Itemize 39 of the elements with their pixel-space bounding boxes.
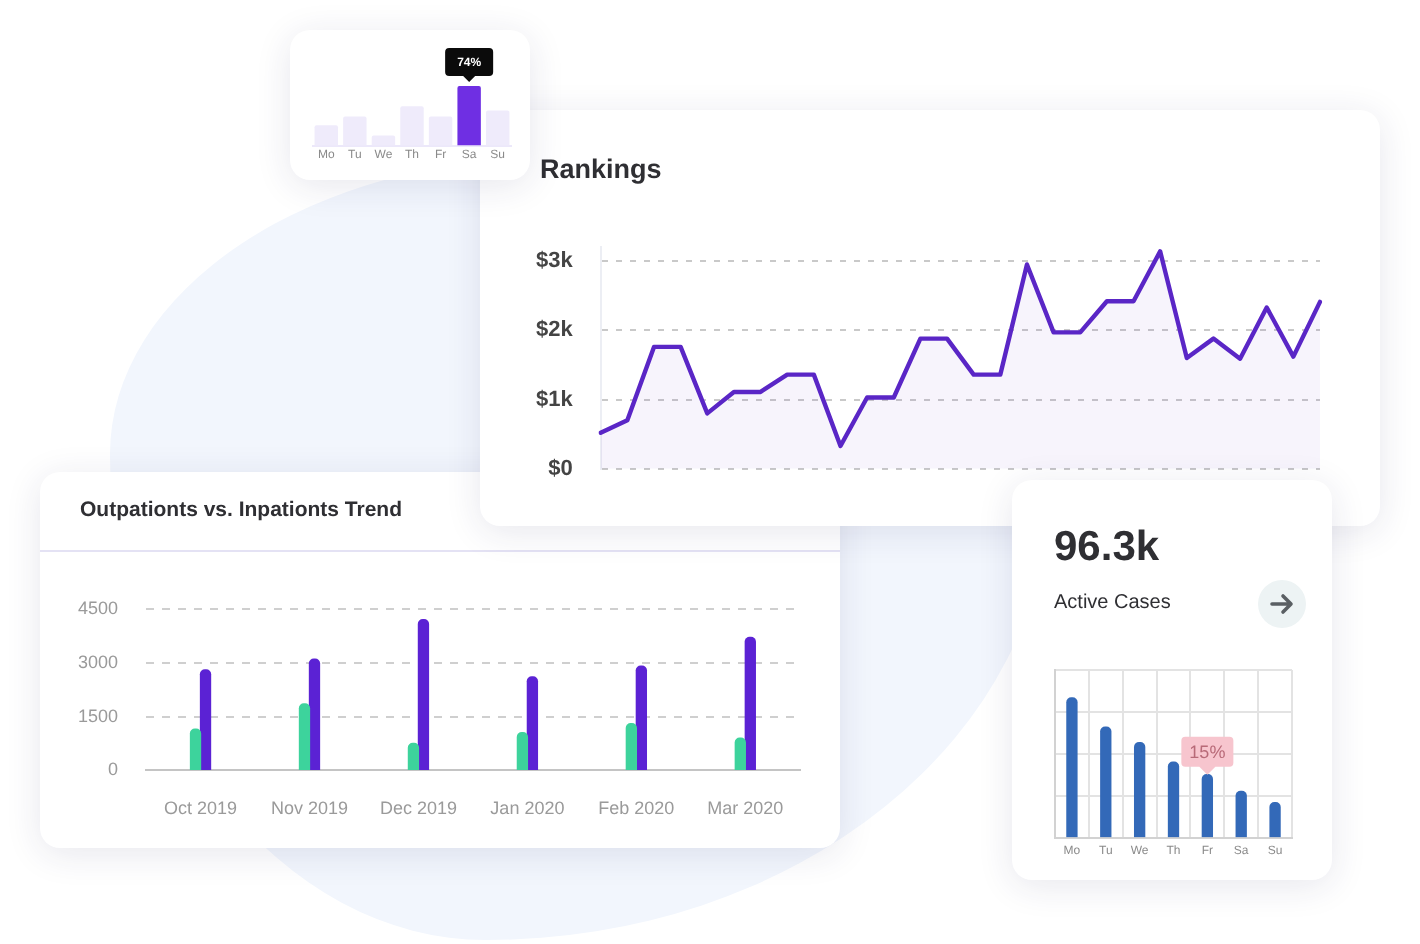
chart-subtitle: Active Cases [1054,592,1171,614]
bar [199,669,212,771]
bar [1066,697,1078,838]
chart-title: Outpationts vs. Inpationts Trend [80,498,403,522]
y-tick-label: $0 [548,456,573,481]
bar [298,703,311,771]
x-tick-label: Nov 2019 [270,798,349,819]
bar [1201,774,1214,838]
y-tick-label: 4500 [77,597,119,618]
y-tick-label: $2k [535,318,575,343]
x-tick-label: Feb 2020 [598,798,675,819]
bar [1133,741,1146,838]
bar [526,676,539,771]
bar [417,618,430,771]
y-tick-label: 0 [108,759,119,780]
bar [1167,761,1180,838]
annotation: 15% [1189,741,1226,762]
bar [1235,790,1247,838]
bar [189,728,202,771]
y-tick-label: 3000 [77,651,119,672]
bar [1269,802,1281,838]
bar [625,723,638,771]
x-tick-label: Dec 2019 [379,798,457,819]
bar [516,732,529,771]
y-tick-label: $1k [535,387,575,412]
bar [1100,726,1112,838]
bar [744,636,756,771]
bar [407,742,420,771]
chart-title: 96.3k [1054,524,1160,570]
x-tick-label: Mar 2020 [707,798,784,819]
x-tick-label: Jan 2020 [490,798,565,819]
bar [734,737,746,771]
bar [635,665,648,771]
chart-title: Rankings [540,154,662,184]
y-tick-label: $3k [535,249,575,274]
x-tick-label: Oct 2019 [163,798,238,819]
y-tick-label: 1500 [77,705,119,726]
bar [457,86,481,146]
bar [308,658,321,771]
